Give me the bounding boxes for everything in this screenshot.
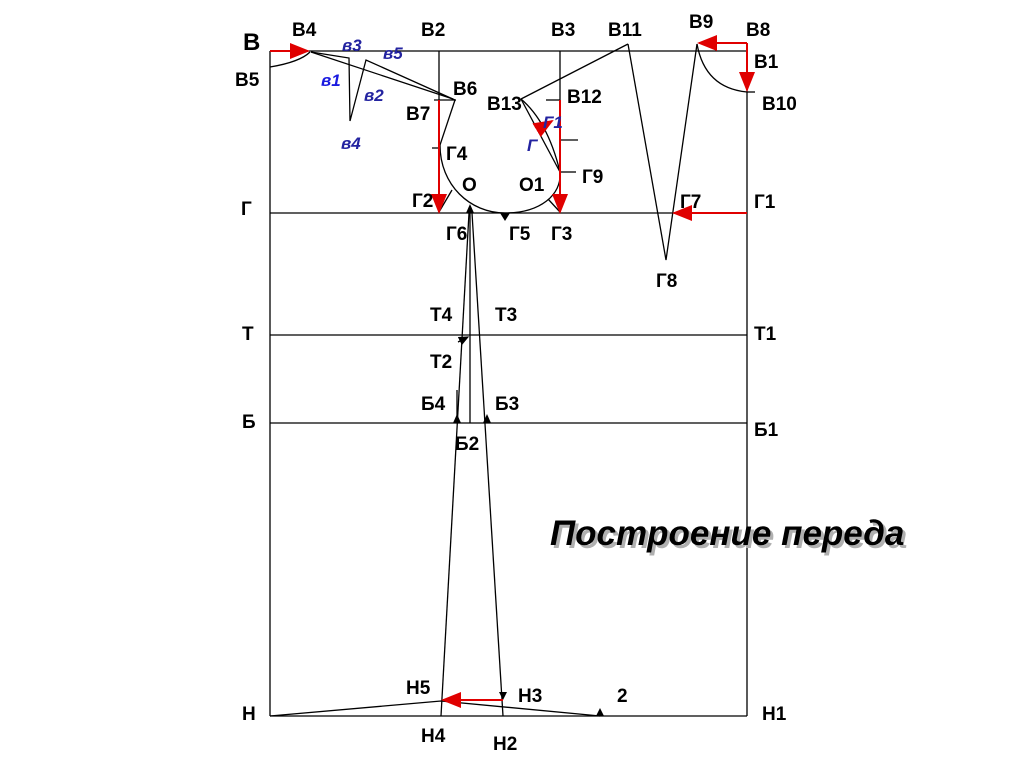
label-small-g1: Г1 (543, 113, 563, 132)
label-o1: О1 (519, 175, 545, 196)
label-g7: Г7 (680, 192, 701, 213)
label-t1: Т1 (754, 324, 777, 345)
red-arrow (532, 119, 554, 138)
label-b4: В4 (292, 20, 317, 41)
label-bh2: Б2 (455, 434, 479, 455)
label-b2: В2 (421, 20, 445, 41)
label-t3: Т3 (495, 305, 517, 326)
label-g8: Г8 (656, 271, 677, 292)
label-g: Г (241, 199, 252, 220)
label-bh3: Б3 (495, 394, 519, 415)
label-h4: Н4 (421, 726, 446, 747)
label-v4: в4 (341, 134, 361, 153)
label-g4: Г4 (446, 144, 468, 165)
pattern-outline (269, 43, 755, 717)
label-h2: Н2 (493, 734, 517, 755)
point-labels: В В4 В2 В3 В11 В9 В8 В1 В5 В10 В6 В7 В13… (235, 12, 797, 755)
label-h1: Н1 (762, 704, 787, 725)
label-b6: В6 (453, 79, 477, 100)
label-v5: в5 (383, 44, 403, 63)
label-v1: в1 (321, 71, 341, 90)
label-t2: Т2 (430, 352, 452, 373)
arrowhead-icon (500, 213, 510, 221)
armhole-curve (439, 144, 561, 214)
red-arrows (270, 35, 755, 708)
label-small-g: Г (527, 136, 539, 155)
arrowhead-icon (499, 692, 507, 700)
label-b1: В1 (754, 52, 779, 73)
label-b9: В9 (689, 12, 713, 33)
diagram-title: Построение переда (550, 514, 905, 553)
label-g1: Г1 (754, 192, 776, 213)
label-v2: в2 (364, 86, 384, 105)
label-bh4: Б4 (421, 394, 446, 415)
label-b5: В5 (235, 70, 260, 91)
shoulder-line (310, 51, 454, 100)
front-neck-curve (696, 43, 748, 93)
label-b7: В7 (406, 104, 430, 125)
label-b3: В3 (551, 20, 575, 41)
label-b8: В8 (746, 20, 770, 41)
shoulder-dart (310, 51, 456, 122)
arrowhead-icon (453, 414, 461, 423)
label-b10: В10 (762, 94, 797, 115)
arrowhead-icon (466, 204, 474, 213)
label-h3: Н3 (518, 686, 542, 707)
label-t: Т (242, 324, 254, 345)
label-b13: В13 (487, 94, 522, 115)
label-h5: Н5 (406, 678, 431, 699)
label-b: В (243, 29, 260, 56)
label-g9: Г9 (582, 167, 603, 188)
label-b12: В12 (567, 87, 602, 108)
label-g6: Г6 (446, 224, 467, 245)
label-g2: Г2 (412, 191, 433, 212)
label-b11: В11 (608, 20, 642, 41)
arrowhead-icon (483, 414, 491, 423)
label-g3: Г3 (551, 224, 572, 245)
label-t4: Т4 (430, 305, 453, 326)
label-v3: в3 (342, 36, 362, 55)
arrowhead-icon (596, 708, 604, 716)
construction-lines (269, 50, 748, 717)
label-g5: Г5 (509, 224, 531, 245)
label-h: Н (242, 704, 256, 725)
chest-dart (627, 43, 698, 261)
label-bh: Б (242, 412, 256, 433)
neck-curve (269, 51, 311, 68)
label-2: 2 (617, 686, 628, 707)
hem-line (269, 700, 601, 717)
label-o: О (462, 175, 477, 196)
label-bh1: Б1 (754, 420, 779, 441)
